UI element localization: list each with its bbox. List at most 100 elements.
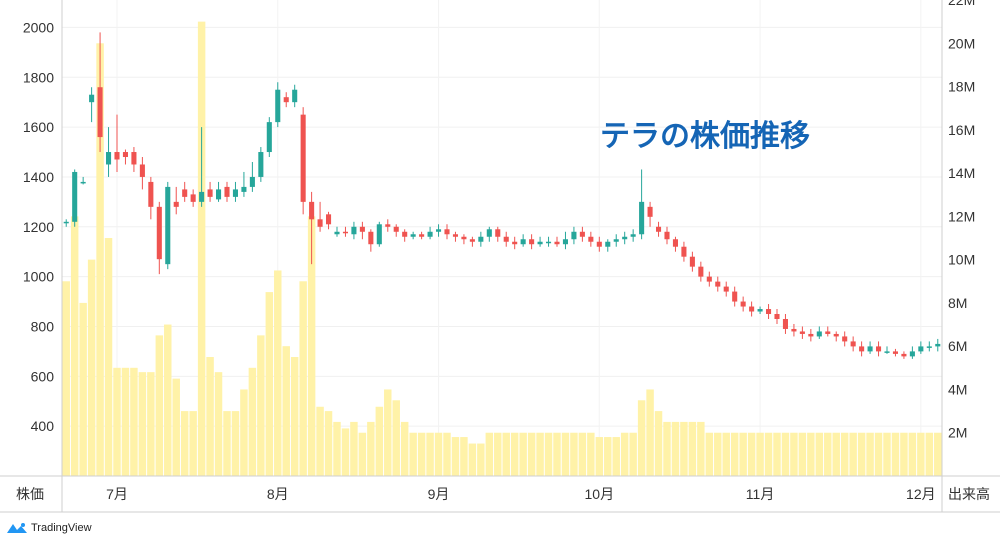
volume-bar	[367, 421, 375, 476]
volume-bar	[561, 432, 570, 476]
volume-bar	[282, 346, 290, 476]
volume-bar	[299, 281, 307, 476]
candle-body	[630, 234, 636, 237]
volume-bar	[231, 411, 240, 476]
volume-bar	[121, 367, 130, 476]
volume-bar	[164, 324, 172, 476]
candle-body	[681, 246, 687, 257]
volume-bar	[824, 432, 832, 476]
candle-body	[850, 341, 856, 347]
volume-bar	[925, 432, 934, 476]
candle-body	[909, 351, 915, 357]
volume-bar	[620, 432, 629, 476]
candle-body	[342, 231, 348, 234]
candle-body	[427, 231, 433, 237]
candle-body	[317, 219, 323, 227]
volume-bar	[917, 432, 925, 476]
volume-bar	[214, 372, 223, 476]
candle-body	[596, 241, 602, 247]
volume-bar	[197, 21, 206, 477]
candle-body	[512, 241, 518, 245]
volume-bar	[96, 43, 104, 476]
candle-body	[588, 236, 594, 242]
right-tick-label: 22M	[948, 0, 975, 8]
candle-body	[892, 351, 898, 354]
candle-body	[97, 87, 103, 138]
chart-title: テラの株価推移	[600, 120, 810, 153]
candle-body	[605, 241, 611, 247]
volume-bar	[468, 443, 477, 476]
candle-body	[334, 231, 340, 235]
candle-body	[622, 236, 628, 240]
candle-body	[165, 186, 171, 265]
candle-body	[469, 239, 475, 242]
volume-bars	[62, 21, 942, 477]
candle-body	[647, 206, 653, 217]
right-tick-label: 12M	[948, 208, 975, 224]
candle-body	[368, 231, 374, 245]
volume-bar	[874, 432, 883, 476]
volume-bar	[79, 302, 87, 476]
volume-bar	[417, 432, 426, 476]
candle-body	[816, 331, 822, 337]
volume-bar	[375, 406, 384, 476]
volume-bar	[257, 335, 265, 476]
volume-bar	[392, 400, 400, 476]
volume-bar	[434, 432, 443, 476]
candle-body	[664, 231, 670, 240]
volume-bar	[350, 421, 358, 476]
volume-bar	[722, 432, 730, 476]
candle-body	[224, 186, 230, 197]
candle-body	[782, 318, 788, 329]
candle-body	[554, 241, 560, 245]
volume-bar	[104, 238, 113, 476]
volume-bar	[248, 367, 257, 476]
volume-bar	[426, 432, 434, 476]
candle-body	[562, 239, 568, 245]
volume-bar	[840, 432, 849, 476]
volume-bar	[240, 389, 248, 476]
candle-body	[402, 231, 408, 237]
candle-body	[926, 346, 932, 348]
candle-body	[182, 189, 188, 197]
volume-bar	[764, 432, 773, 476]
candle-body	[385, 224, 391, 227]
volume-bar	[510, 432, 519, 476]
volume-bar	[451, 437, 460, 476]
volume-bar	[756, 432, 764, 476]
volume-bar	[705, 432, 714, 476]
volume-bar	[781, 432, 790, 476]
volume-bar	[443, 432, 451, 476]
volume-bar	[155, 335, 164, 476]
candle-body	[571, 231, 577, 240]
candle-body	[766, 309, 772, 315]
candle-body	[232, 189, 238, 197]
candle-body	[258, 152, 264, 177]
candle-body	[791, 328, 797, 332]
left-tick-label: 1800	[23, 69, 54, 85]
candle-body	[410, 234, 416, 237]
volume-bar	[502, 432, 510, 476]
right-tick-label: 4M	[948, 381, 967, 397]
volume-bar	[680, 421, 688, 476]
candle-body	[478, 236, 484, 242]
candle-body	[241, 186, 247, 192]
candle-body	[89, 94, 95, 103]
left-tick-label: 1200	[23, 219, 54, 235]
right-tick-label: 10M	[948, 252, 975, 268]
volume-bar	[290, 357, 299, 476]
right-tick-label: 18M	[948, 79, 975, 95]
candle-body	[207, 189, 213, 197]
volume-bar	[629, 432, 637, 476]
right-tick-label: 6M	[948, 338, 967, 354]
volume-bar	[570, 432, 578, 476]
candle-body	[106, 152, 112, 165]
volume-bar	[519, 432, 527, 476]
volume-bar	[891, 432, 900, 476]
candle-body	[799, 331, 805, 334]
volume-bar	[494, 432, 502, 476]
volume-bar	[714, 432, 722, 476]
candle-body	[774, 314, 780, 319]
volume-bar	[773, 432, 781, 476]
left-axis-label: 株価	[16, 486, 44, 502]
